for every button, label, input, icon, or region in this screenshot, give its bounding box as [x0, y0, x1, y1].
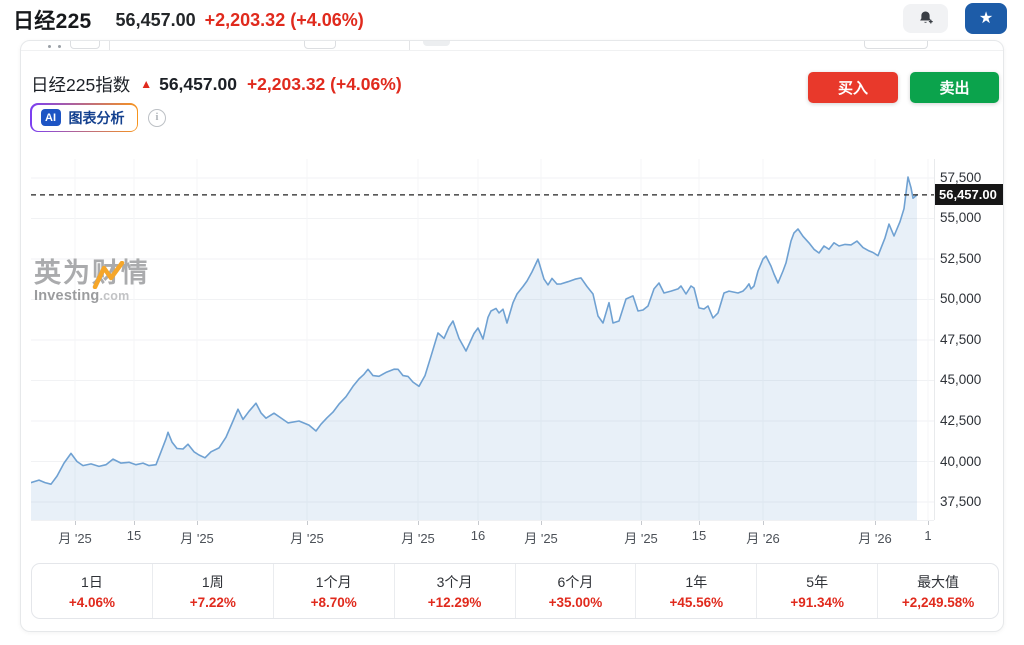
quote-card: 日经225指数 ▲ 56,457.00 +2,203.32 (+4.06%) 买…	[20, 40, 1004, 632]
x-axis-label: 月 '25	[624, 531, 658, 546]
period-value: +12.29%	[427, 595, 482, 610]
x-axis-tick	[134, 521, 135, 525]
x-axis-tick	[478, 521, 479, 525]
toolbar-fragment	[409, 41, 410, 50]
x-axis-label: 月 '25	[180, 531, 214, 546]
x-axis: 月 '25 15 月 '25 月 '25 月 '25 16 月 '25 月 '25 15 月 '2…	[31, 520, 934, 547]
period-label: 5年	[806, 574, 829, 590]
period-label: 1周	[201, 574, 224, 590]
performance-cell-1y[interactable]: 1年 +45.56%	[636, 564, 758, 618]
period-label: 3个月	[436, 574, 473, 590]
toolbar-fragment	[304, 41, 336, 49]
period-value: +8.70%	[310, 595, 357, 610]
x-axis-label: 月 '25	[524, 531, 558, 546]
performance-cell-6m[interactable]: 6个月 +35.00%	[516, 564, 637, 618]
ai-analysis-label: 图表分析	[68, 109, 125, 126]
x-axis-label: 月 '26	[858, 531, 892, 546]
price-chart[interactable]	[31, 159, 934, 520]
y-axis-label: 50,000	[940, 291, 982, 307]
performance-cell-1d[interactable]: 1日 +4.06%	[32, 564, 153, 618]
performance-cell-1m[interactable]: 1个月 +8.70%	[274, 564, 395, 618]
buy-button[interactable]: 买入	[808, 72, 898, 103]
period-value: +91.34%	[790, 595, 845, 610]
bell-plus-icon	[916, 9, 935, 28]
performance-cell-max[interactable]: 最大值 +2,249.58%	[878, 564, 998, 618]
ai-analysis-row: AI 图表分析 i	[30, 103, 166, 132]
clipped-chart-toolbar	[21, 41, 1003, 51]
header-change: +2,203.32 (+4.06%)	[204, 9, 364, 30]
y-axis-label: 57,500	[940, 169, 982, 185]
period-value: +45.56%	[669, 595, 724, 610]
instrument-name: 日经225指数	[31, 74, 131, 95]
instrument-change: +2,203.32 (+4.06%)	[246, 73, 402, 94]
period-label: 1年	[685, 574, 708, 590]
performance-bar: 1日 +4.06% 1周 +7.22% 1个月 +8.70% 3个月 +12.2…	[31, 563, 999, 619]
x-axis-tick	[307, 521, 308, 525]
toolbar-fragment	[109, 41, 110, 50]
page-header: 日经225 56,457.00 +2,203.32 (+4.06%)	[13, 5, 364, 35]
x-axis-label: 1	[924, 528, 932, 543]
y-axis-label: 40,000	[940, 453, 982, 469]
period-label: 6个月	[557, 574, 594, 590]
header-price: 56,457.00	[115, 9, 196, 30]
toolbar-fragment	[48, 45, 51, 48]
y-axis: 56,457.00 57,500 55,000 52,500 50,000 47,500…	[934, 159, 1003, 520]
y-axis-label: 52,500	[940, 250, 982, 266]
favorite-button[interactable]: ★	[965, 3, 1007, 34]
toolbar-fragment	[423, 41, 450, 46]
x-axis-tick	[928, 521, 929, 525]
period-value: +2,249.58%	[901, 595, 975, 610]
ai-chart-analysis-button[interactable]: AI 图表分析	[30, 103, 138, 132]
x-axis-label: 16	[470, 528, 486, 543]
x-axis-tick	[418, 521, 419, 525]
up-arrow-icon: ▲	[140, 77, 153, 91]
y-axis-label: 47,500	[940, 331, 982, 347]
star-icon: ★	[978, 9, 994, 27]
x-axis-label: 月 '25	[290, 531, 324, 546]
y-axis-label: 45,000	[940, 372, 982, 388]
sell-button[interactable]: 卖出	[910, 72, 999, 103]
x-axis-tick	[641, 521, 642, 525]
toolbar-fragment	[58, 45, 61, 48]
last-price-tag: 56,457.00	[935, 184, 1003, 206]
period-label: 最大值	[917, 574, 960, 590]
instrument-header: 日经225指数 ▲ 56,457.00 +2,203.32 (+4.06%)	[31, 68, 402, 100]
x-axis-tick	[763, 521, 764, 525]
period-value: +35.00%	[548, 595, 603, 610]
x-axis-tick	[875, 521, 876, 525]
instrument-price: 56,457.00	[159, 73, 237, 94]
page-title: 日经225	[13, 10, 92, 33]
x-axis-label: 月 '25	[401, 531, 435, 546]
performance-cell-5y[interactable]: 5年 +91.34%	[757, 564, 879, 618]
y-axis-label: 55,000	[940, 210, 982, 226]
x-axis-tick	[541, 521, 542, 525]
info-icon[interactable]: i	[148, 108, 166, 127]
y-axis-label: 42,500	[940, 413, 982, 428]
x-axis-tick	[699, 521, 700, 525]
x-axis-label: 15	[691, 528, 707, 543]
performance-cell-1w[interactable]: 1周 +7.22%	[153, 564, 274, 618]
performance-cell-3m[interactable]: 3个月 +12.29%	[395, 564, 516, 618]
x-axis-label: 15	[126, 528, 142, 543]
period-label: 1日	[81, 574, 103, 590]
toolbar-fragment	[70, 41, 100, 49]
x-axis-tick	[197, 521, 198, 525]
toolbar-fragment	[864, 41, 928, 49]
period-value: +7.22%	[189, 595, 236, 610]
ai-badge-icon: AI	[40, 109, 61, 126]
period-label: 1个月	[315, 574, 352, 590]
create-alert-button[interactable]	[903, 4, 948, 33]
x-axis-label: 月 '26	[746, 531, 780, 546]
period-value: +4.06%	[68, 595, 116, 610]
x-axis-tick	[75, 521, 76, 525]
x-axis-label: 月 '25	[58, 531, 92, 546]
y-axis-label: 37,500	[940, 494, 982, 509]
